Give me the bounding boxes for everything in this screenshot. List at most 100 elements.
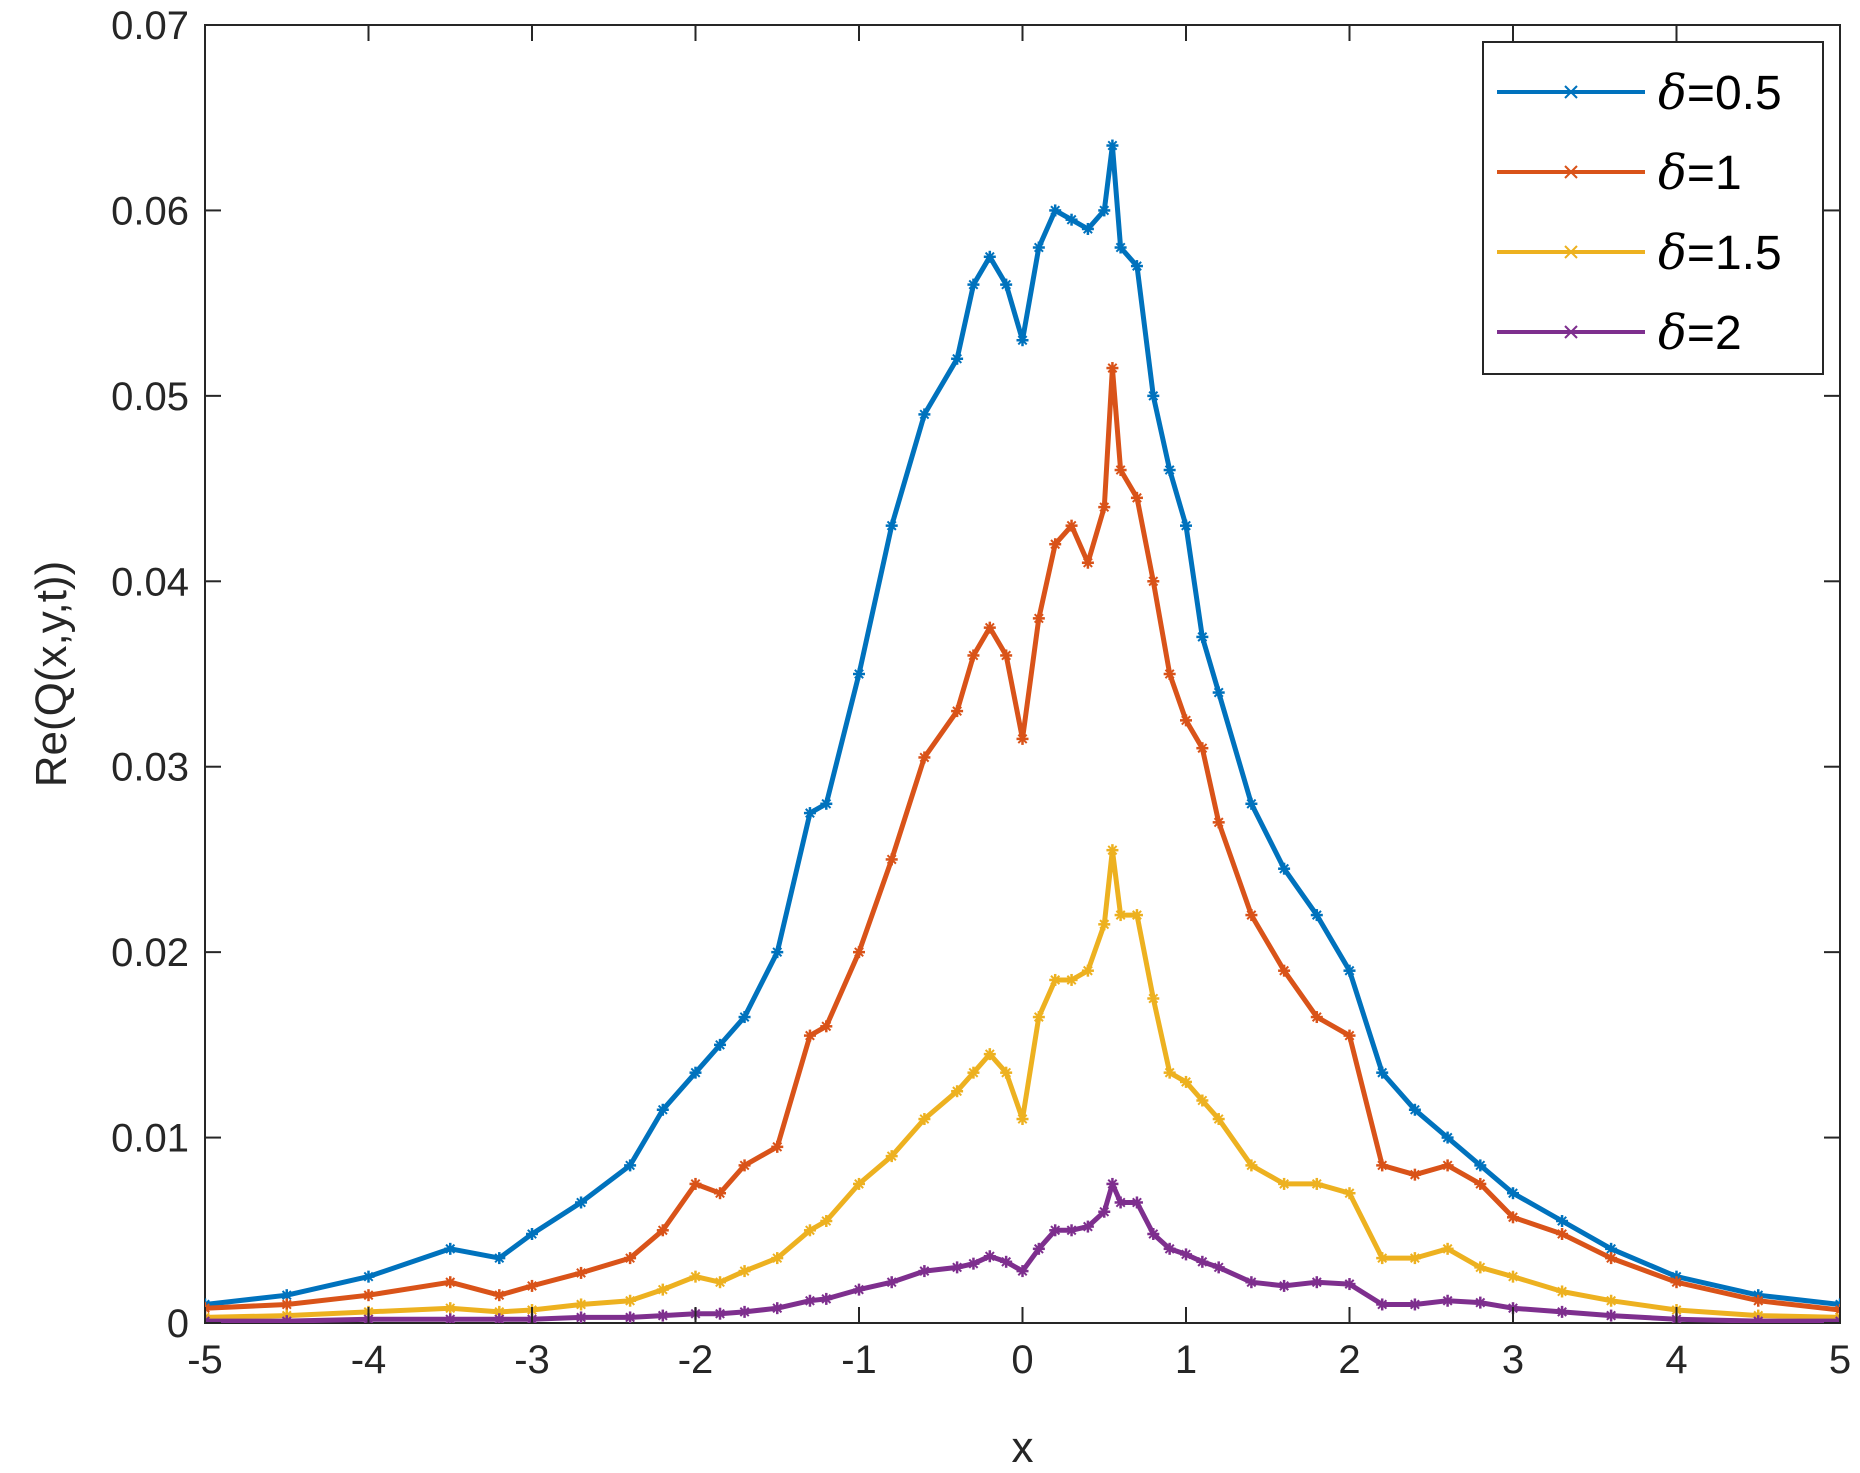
data-point xyxy=(1376,1066,1389,1079)
data-point xyxy=(1147,575,1160,588)
data-point xyxy=(1130,909,1143,922)
data-point xyxy=(1000,1255,1013,1268)
data-point xyxy=(1441,1159,1454,1172)
legend-entry-2: δ=1 xyxy=(1497,145,1742,201)
data-point xyxy=(1474,1177,1487,1190)
data-point xyxy=(1310,1276,1323,1289)
data-point xyxy=(853,668,865,680)
data-point xyxy=(493,1289,506,1302)
legend: δ=0.5δ=1δ=1.5δ=2 xyxy=(1482,41,1824,375)
y-tick-label: 0.04 xyxy=(111,560,189,604)
plot-area xyxy=(204,24,1841,1324)
legend-symbol: δ xyxy=(1658,225,1687,281)
data-point xyxy=(444,1276,457,1289)
data-point xyxy=(1278,1279,1291,1292)
data-point xyxy=(526,1279,538,1292)
data-point xyxy=(656,1224,669,1237)
data-point xyxy=(1834,1315,1840,1323)
data-point xyxy=(1343,964,1356,977)
data-point xyxy=(689,1066,702,1079)
data-point xyxy=(771,1140,784,1153)
data-point xyxy=(493,1313,506,1323)
data-point xyxy=(853,1283,865,1296)
x-tick-label: -2 xyxy=(678,1338,714,1382)
data-point xyxy=(1310,1177,1323,1190)
data-point xyxy=(1212,1261,1225,1274)
data-point xyxy=(1081,222,1094,235)
series-container xyxy=(205,139,1840,1323)
y-tick-label: 0.01 xyxy=(111,1117,189,1161)
data-point xyxy=(1507,1270,1519,1283)
series-4 xyxy=(205,1177,1840,1323)
data-point xyxy=(918,751,931,764)
data-point xyxy=(1016,1265,1029,1278)
data-point xyxy=(1605,1294,1618,1307)
y-axis-label: Re(Q(x,y,t)) xyxy=(27,561,76,788)
data-point xyxy=(1163,668,1176,680)
data-point xyxy=(1441,1294,1454,1307)
legend-entry-3: δ=1.5 xyxy=(1497,225,1782,281)
legend-entry-4: δ=2 xyxy=(1497,305,1742,361)
data-point xyxy=(951,1085,964,1098)
data-point xyxy=(1605,1252,1618,1265)
data-point xyxy=(1163,464,1176,477)
data-point xyxy=(885,519,898,532)
data-point xyxy=(983,1250,996,1263)
data-point xyxy=(820,1215,833,1228)
x-tick-label: 4 xyxy=(1665,1338,1687,1382)
data-point xyxy=(1000,649,1013,662)
data-point xyxy=(656,1309,669,1322)
data-point xyxy=(575,1298,588,1311)
x-tick-label: 3 xyxy=(1502,1338,1524,1382)
data-point xyxy=(951,705,964,718)
legend-value: =1 xyxy=(1687,147,1742,200)
data-point xyxy=(1310,1011,1323,1024)
data-point xyxy=(1163,1242,1176,1255)
data-point xyxy=(280,1298,293,1311)
data-point xyxy=(1163,1066,1176,1079)
data-point xyxy=(1098,1205,1111,1218)
data-point xyxy=(1441,1242,1454,1255)
data-point xyxy=(714,1276,727,1289)
x-tick-label: 1 xyxy=(1175,1338,1197,1382)
data-point xyxy=(1065,1224,1078,1237)
data-point xyxy=(1196,630,1209,643)
data-point xyxy=(1081,1220,1094,1233)
series-line xyxy=(205,365,1840,1313)
data-point xyxy=(444,1313,457,1323)
data-point xyxy=(1605,1309,1618,1322)
x-tick-label: -4 xyxy=(351,1338,387,1382)
data-point xyxy=(1474,1296,1487,1309)
data-point xyxy=(1408,1298,1421,1311)
data-point xyxy=(983,250,996,263)
data-point xyxy=(714,1187,727,1200)
data-point xyxy=(1556,1227,1569,1240)
series-line xyxy=(205,143,1840,1307)
data-point xyxy=(1147,1227,1160,1240)
data-point xyxy=(803,1029,816,1042)
data-point xyxy=(1106,844,1119,857)
data-point xyxy=(1752,1315,1765,1323)
data-point xyxy=(885,1276,898,1289)
data-point xyxy=(1032,1011,1045,1024)
data-point xyxy=(444,1242,457,1255)
y-tick-label: 0 xyxy=(167,1302,189,1346)
data-point xyxy=(1114,464,1127,477)
legend-marker xyxy=(1564,165,1578,179)
data-point xyxy=(1376,1252,1389,1265)
legend-symbol: δ xyxy=(1658,305,1687,361)
data-point xyxy=(1049,538,1062,551)
data-point xyxy=(738,1305,751,1318)
data-point xyxy=(575,1311,588,1323)
data-point xyxy=(1106,139,1119,152)
data-point xyxy=(771,946,784,959)
data-point xyxy=(918,1113,931,1126)
data-point xyxy=(820,1020,833,1033)
data-point xyxy=(1098,204,1111,217)
data-point xyxy=(1049,204,1062,217)
data-point xyxy=(656,1103,669,1116)
data-point xyxy=(951,1261,964,1274)
legend-marker xyxy=(1564,85,1578,99)
data-point xyxy=(1278,862,1291,875)
x-axis-label: x xyxy=(1012,1423,1034,1472)
